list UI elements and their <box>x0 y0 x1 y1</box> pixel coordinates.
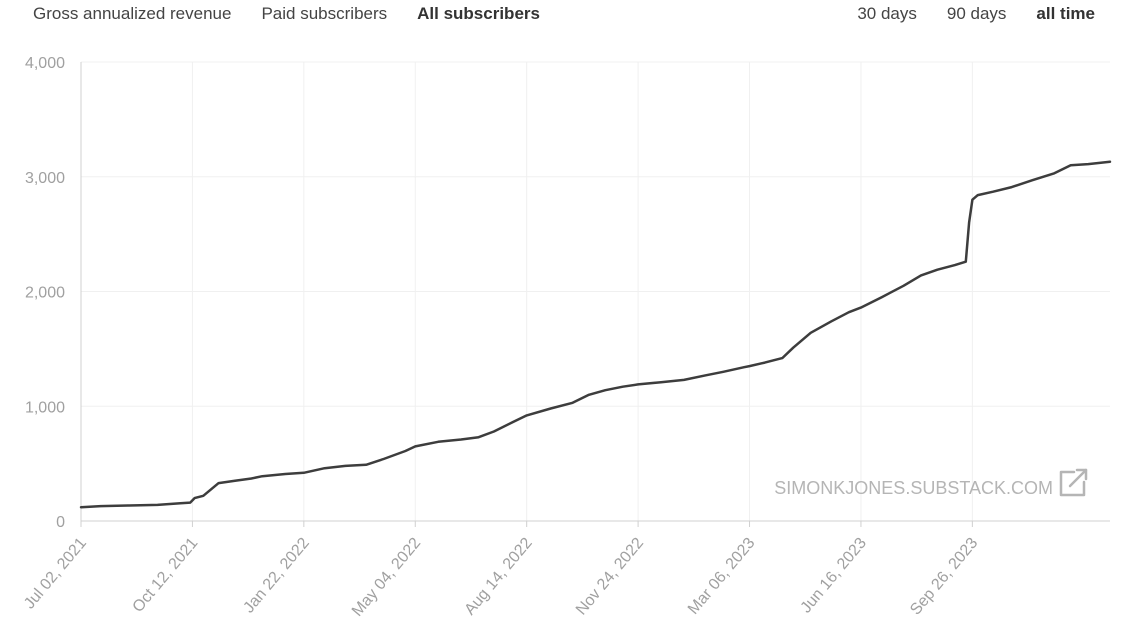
tab-paid-subscribers[interactable]: Paid subscribers <box>261 4 388 23</box>
watermark-text: SIMONKJONES.SUBSTACK.COM <box>774 478 1053 498</box>
tab-90-days[interactable]: 90 days <box>946 4 1007 23</box>
external-link-icon-stroke <box>1075 468 1088 481</box>
range-tabs: 30 days 90 days all time <box>827 4 1095 24</box>
tab-all-time[interactable]: all time <box>1036 4 1095 23</box>
x-tick-label: Nov 24, 2022 <box>573 535 647 619</box>
x-tick-label: Aug 14, 2022 <box>462 535 536 619</box>
x-tick-label: Jan 22, 2022 <box>240 535 313 617</box>
y-tick-label: 0 <box>56 514 65 531</box>
external-link-icon-stroke <box>1059 470 1086 497</box>
x-tick-label: Jul 02, 2021 <box>21 535 90 613</box>
tab-30-days[interactable]: 30 days <box>857 4 917 23</box>
tab-gross-annualized-revenue[interactable]: Gross annualized revenue <box>33 4 232 23</box>
series-line <box>79 160 1112 509</box>
y-tick-label: 1,000 <box>25 399 65 416</box>
external-link-icon[interactable] <box>1059 468 1088 497</box>
tab-bar: Gross annualized revenue Paid subscriber… <box>33 4 1095 26</box>
x-tick-label: Mar 06, 2023 <box>685 535 759 618</box>
x-tick-label: Jun 16, 2023 <box>798 535 871 617</box>
x-tick-label: May 04, 2022 <box>349 535 424 620</box>
tab-all-subscribers[interactable]: All subscribers <box>417 4 540 23</box>
y-tick-label: 3,000 <box>25 170 65 187</box>
x-tick-label: Oct 12, 2021 <box>130 535 202 616</box>
x-tick-label: Sep 26, 2023 <box>907 535 981 619</box>
external-link-icon-stroke <box>1068 468 1088 488</box>
y-tick-label: 2,000 <box>25 285 65 302</box>
metric-tabs: Gross annualized revenue Paid subscriber… <box>33 4 570 24</box>
y-tick-label: 4,000 <box>25 55 65 72</box>
